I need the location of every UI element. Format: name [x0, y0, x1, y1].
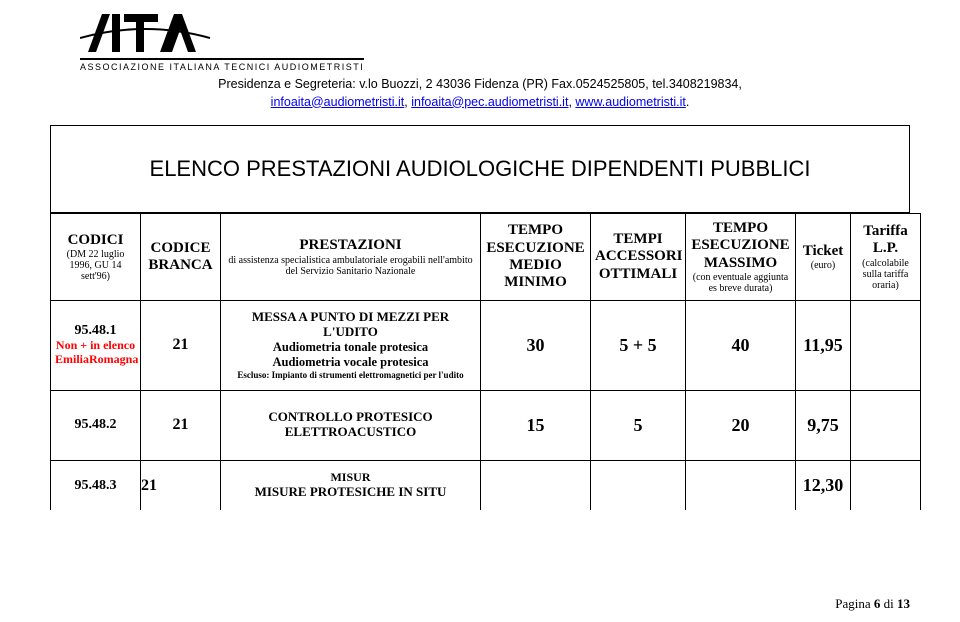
code: 95.48.1 — [55, 323, 136, 339]
cell-tmax: 40 — [686, 300, 796, 390]
cell-branca: 21 — [141, 460, 221, 510]
cell-codice: 95.48.1 Non + in elenco EmiliaRomagna — [51, 300, 141, 390]
table-row: 95.48.1 Non + in elenco EmiliaRomagna 21… — [51, 300, 921, 390]
cell-tariffa — [851, 390, 921, 460]
hdr-tacc: TEMPI ACCESSORI OTTIMALI — [595, 231, 681, 283]
hdr-prest: PRESTAZIONI — [225, 237, 476, 254]
cell-prestazione: MESSA A PUNTO DI MEZZI PER L'UDITO Audio… — [221, 300, 481, 390]
hdr-prest-note: di assistenza specialistica ambulatorial… — [225, 255, 476, 277]
footer-mid: di — [880, 596, 897, 611]
col-tempo-min: TEMPO ESECUZIONE MEDIO MINIMO — [481, 214, 591, 301]
prest-note: Escluso: Impianto di strumenti elettroma… — [225, 370, 476, 380]
cell-tariffa — [851, 300, 921, 390]
prest-title: MESSA A PUNTO DI MEZZI PER L'UDITO — [225, 310, 476, 340]
cell-tmax: 20 — [686, 390, 796, 460]
col-codici: CODICI (DM 22 luglio 1996, GU 14 sett'96… — [51, 214, 141, 301]
hdr-tariffa-note: (calcolabile sulla tariffa oraria) — [855, 258, 916, 291]
prest-title-pre: MISUR — [225, 471, 476, 485]
cell-tacc — [591, 460, 686, 510]
hdr-tariffa: Tariffa L.P. — [855, 223, 916, 258]
cell-tmin — [481, 460, 591, 510]
hdr-codici-note: (DM 22 luglio 1996, GU 14 sett'96) — [55, 249, 136, 282]
cell-ticket: 11,95 — [796, 300, 851, 390]
page-footer: Pagina 6 di 13 — [835, 596, 910, 612]
page: ASSOCIAZIONE ITALIANA TECNICI AUDIOMETRI… — [0, 0, 960, 622]
hdr-codici: CODICI — [55, 232, 136, 249]
cell-prestazione: CONTROLLO PROTESICO ELETTROACUSTICO — [221, 390, 481, 460]
footer-prefix: Pagina — [835, 596, 874, 611]
header-line1: Presidenza e Segreteria: v.lo Buozzi, 2 … — [218, 77, 742, 91]
tail: . — [686, 95, 689, 109]
cell-tmin: 15 — [481, 390, 591, 460]
prestazioni-table: CODICI (DM 22 luglio 1996, GU 14 sett'96… — [50, 213, 921, 510]
cell-codice: 95.48.2 — [51, 390, 141, 460]
code-note: Non + in elenco EmiliaRomagna — [55, 339, 136, 367]
cell-branca: 21 — [141, 390, 221, 460]
cell-tmax — [686, 460, 796, 510]
prest-sub1: Audiometria tonale protesica — [225, 340, 476, 355]
logo: ASSOCIAZIONE ITALIANA TECNICI AUDIOMETRI… — [80, 8, 364, 72]
prest-sub2: Audiometria vocale protesica — [225, 355, 476, 370]
cell-ticket: 12,30 — [796, 460, 851, 510]
col-branca: CODICE BRANCA — [141, 214, 221, 301]
cell-ticket: 9,75 — [796, 390, 851, 460]
cell-tariffa — [851, 460, 921, 510]
email-link-2[interactable]: infoaita@pec.audiometristi.it — [411, 95, 568, 109]
header-contact: Presidenza e Segreteria: v.lo Buozzi, 2 … — [50, 76, 910, 111]
hdr-branca: CODICE BRANCA — [145, 240, 216, 275]
prest-title: MISURE PROTESICHE IN SITU — [225, 485, 476, 500]
table-row: 95.48.3 21 MISUR MISURE PROTESICHE IN SI… — [51, 460, 921, 510]
logo-mark-icon — [80, 8, 210, 62]
cell-tmin: 30 — [481, 300, 591, 390]
footer-page-total: 13 — [897, 596, 910, 611]
col-tempi-acc: TEMPI ACCESSORI OTTIMALI — [591, 214, 686, 301]
col-tariffa: Tariffa L.P. (calcolabile sulla tariffa … — [851, 214, 921, 301]
col-ticket: Ticket (euro) — [796, 214, 851, 301]
hdr-tmax-note: (con eventuale aggiunta es breve durata) — [690, 272, 791, 294]
table-header-row: CODICI (DM 22 luglio 1996, GU 14 sett'96… — [51, 214, 921, 301]
hdr-ticket-note: (euro) — [800, 260, 846, 271]
hdr-tmin: TEMPO ESECUZIONE MEDIO MINIMO — [485, 222, 586, 291]
col-tempo-max: TEMPO ESECUZIONE MASSIMO (con eventuale … — [686, 214, 796, 301]
cell-tacc: 5 — [591, 390, 686, 460]
email-link-1[interactable]: infoaita@audiometristi.it — [271, 95, 405, 109]
cell-prestazione: MISUR MISURE PROTESICHE IN SITU — [221, 460, 481, 510]
logo-subtitle: ASSOCIAZIONE ITALIANA TECNICI AUDIOMETRI… — [80, 58, 364, 72]
hdr-ticket: Ticket — [800, 243, 846, 260]
hdr-tmax: TEMPO ESECUZIONE MASSIMO — [690, 220, 791, 272]
cell-tacc: 5 + 5 — [591, 300, 686, 390]
table-row: 95.48.2 21 CONTROLLO PROTESICO ELETTROAC… — [51, 390, 921, 460]
prest-title: CONTROLLO PROTESICO ELETTROACUSTICO — [225, 410, 476, 440]
cell-branca: 21 — [141, 300, 221, 390]
document-title: ELENCO PRESTAZIONI AUDIOLOGICHE DIPENDEN… — [50, 125, 910, 213]
site-link[interactable]: www.audiometristi.it — [575, 95, 685, 109]
cell-codice: 95.48.3 — [51, 460, 141, 510]
col-prestazioni: PRESTAZIONI di assistenza specialistica … — [221, 214, 481, 301]
